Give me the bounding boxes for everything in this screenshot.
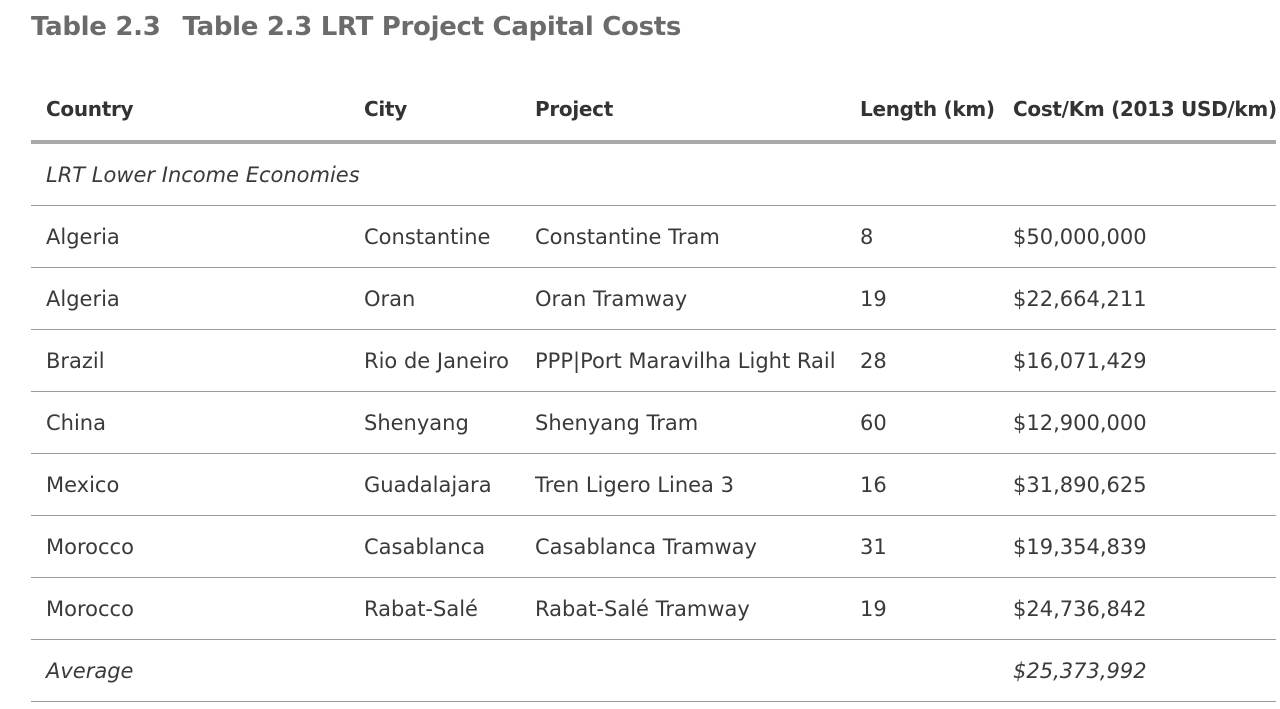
cell-cost: $16,071,429 — [1013, 348, 1147, 373]
cell-country: Morocco — [46, 534, 134, 559]
table-row: China Shenyang Shenyang Tram 60 $12,900,… — [31, 392, 1276, 454]
cell-city: Casablanca — [364, 534, 486, 559]
header-length: Length (km) — [860, 97, 995, 121]
cell-country: Brazil — [46, 348, 105, 373]
cell-country: China — [46, 410, 106, 435]
cell-city: Shenyang — [364, 410, 469, 435]
table-row: Morocco Casablanca Casablanca Tramway 31… — [31, 516, 1276, 578]
header-city: City — [364, 97, 407, 121]
cell-project: Constantine Tram — [535, 224, 720, 249]
cell-cost: $50,000,000 — [1013, 224, 1147, 249]
cell-length: 16 — [860, 472, 887, 497]
table-title: Table 2.3 Table 2.3 LRT Project Capital C… — [31, 12, 681, 42]
section-label: LRT Lower Income Economies — [46, 162, 360, 187]
table-row: Algeria Constantine Constantine Tram 8 $… — [31, 206, 1276, 268]
cell-country: Algeria — [46, 224, 120, 249]
cell-length: 19 — [860, 286, 887, 311]
cell-cost: $31,890,625 — [1013, 472, 1147, 497]
cell-country: Morocco — [46, 596, 134, 621]
cell-city: Rabat-Salé — [364, 596, 478, 621]
cell-project: PPP|Port Maravilha Light Rail — [535, 348, 836, 373]
table-header-row: Country City Project Length (km) Cost/Km… — [31, 78, 1277, 144]
cell-length: 28 — [860, 348, 887, 373]
table-title-text: Table 2.3 LRT Project Capital Costs — [182, 12, 682, 42]
section-row: LRT Lower Income Economies — [31, 144, 1276, 206]
cell-project: Tren Ligero Linea 3 — [535, 472, 734, 497]
cell-project: Casablanca Tramway — [535, 534, 757, 559]
cell-length: 19 — [860, 596, 887, 621]
table-row: Algeria Oran Oran Tramway 19 $22,664,211 — [31, 268, 1276, 330]
cell-project: Oran Tramway — [535, 286, 688, 311]
table-number: Table 2.3 — [31, 12, 161, 42]
table-row: Morocco Rabat-Salé Rabat-Salé Tramway 19… — [31, 578, 1276, 640]
average-label: Average — [46, 658, 134, 683]
cell-project: Shenyang Tram — [535, 410, 699, 435]
table-row: Brazil Rio de Janeiro PPP|Port Maravilha… — [31, 330, 1276, 392]
average-cost: $25,373,992 — [1013, 658, 1147, 683]
cell-city: Constantine — [364, 224, 491, 249]
cell-city: Rio de Janeiro — [364, 348, 510, 373]
cell-cost: $12,900,000 — [1013, 410, 1147, 435]
cell-length: 8 — [860, 224, 874, 249]
capital-costs-table: Country City Project Length (km) Cost/Km… — [31, 78, 1277, 702]
header-project: Project — [535, 97, 613, 121]
table-row: Mexico Guadalajara Tren Ligero Linea 3 1… — [31, 454, 1276, 516]
cell-cost: $22,664,211 — [1013, 286, 1147, 311]
cell-country: Mexico — [46, 472, 120, 497]
cell-cost: $19,354,839 — [1013, 534, 1147, 559]
header-country: Country — [46, 97, 134, 121]
header-cost: Cost/Km (2013 USD/km) — [1013, 97, 1277, 121]
cell-project: Rabat-Salé Tramway — [535, 596, 750, 621]
cell-country: Algeria — [46, 286, 120, 311]
average-row: Average $25,373,992 — [31, 640, 1276, 702]
cell-city: Guadalajara — [364, 472, 492, 497]
cell-length: 60 — [860, 410, 887, 435]
cell-length: 31 — [860, 534, 887, 559]
cell-cost: $24,736,842 — [1013, 596, 1147, 621]
cell-city: Oran — [364, 286, 416, 311]
